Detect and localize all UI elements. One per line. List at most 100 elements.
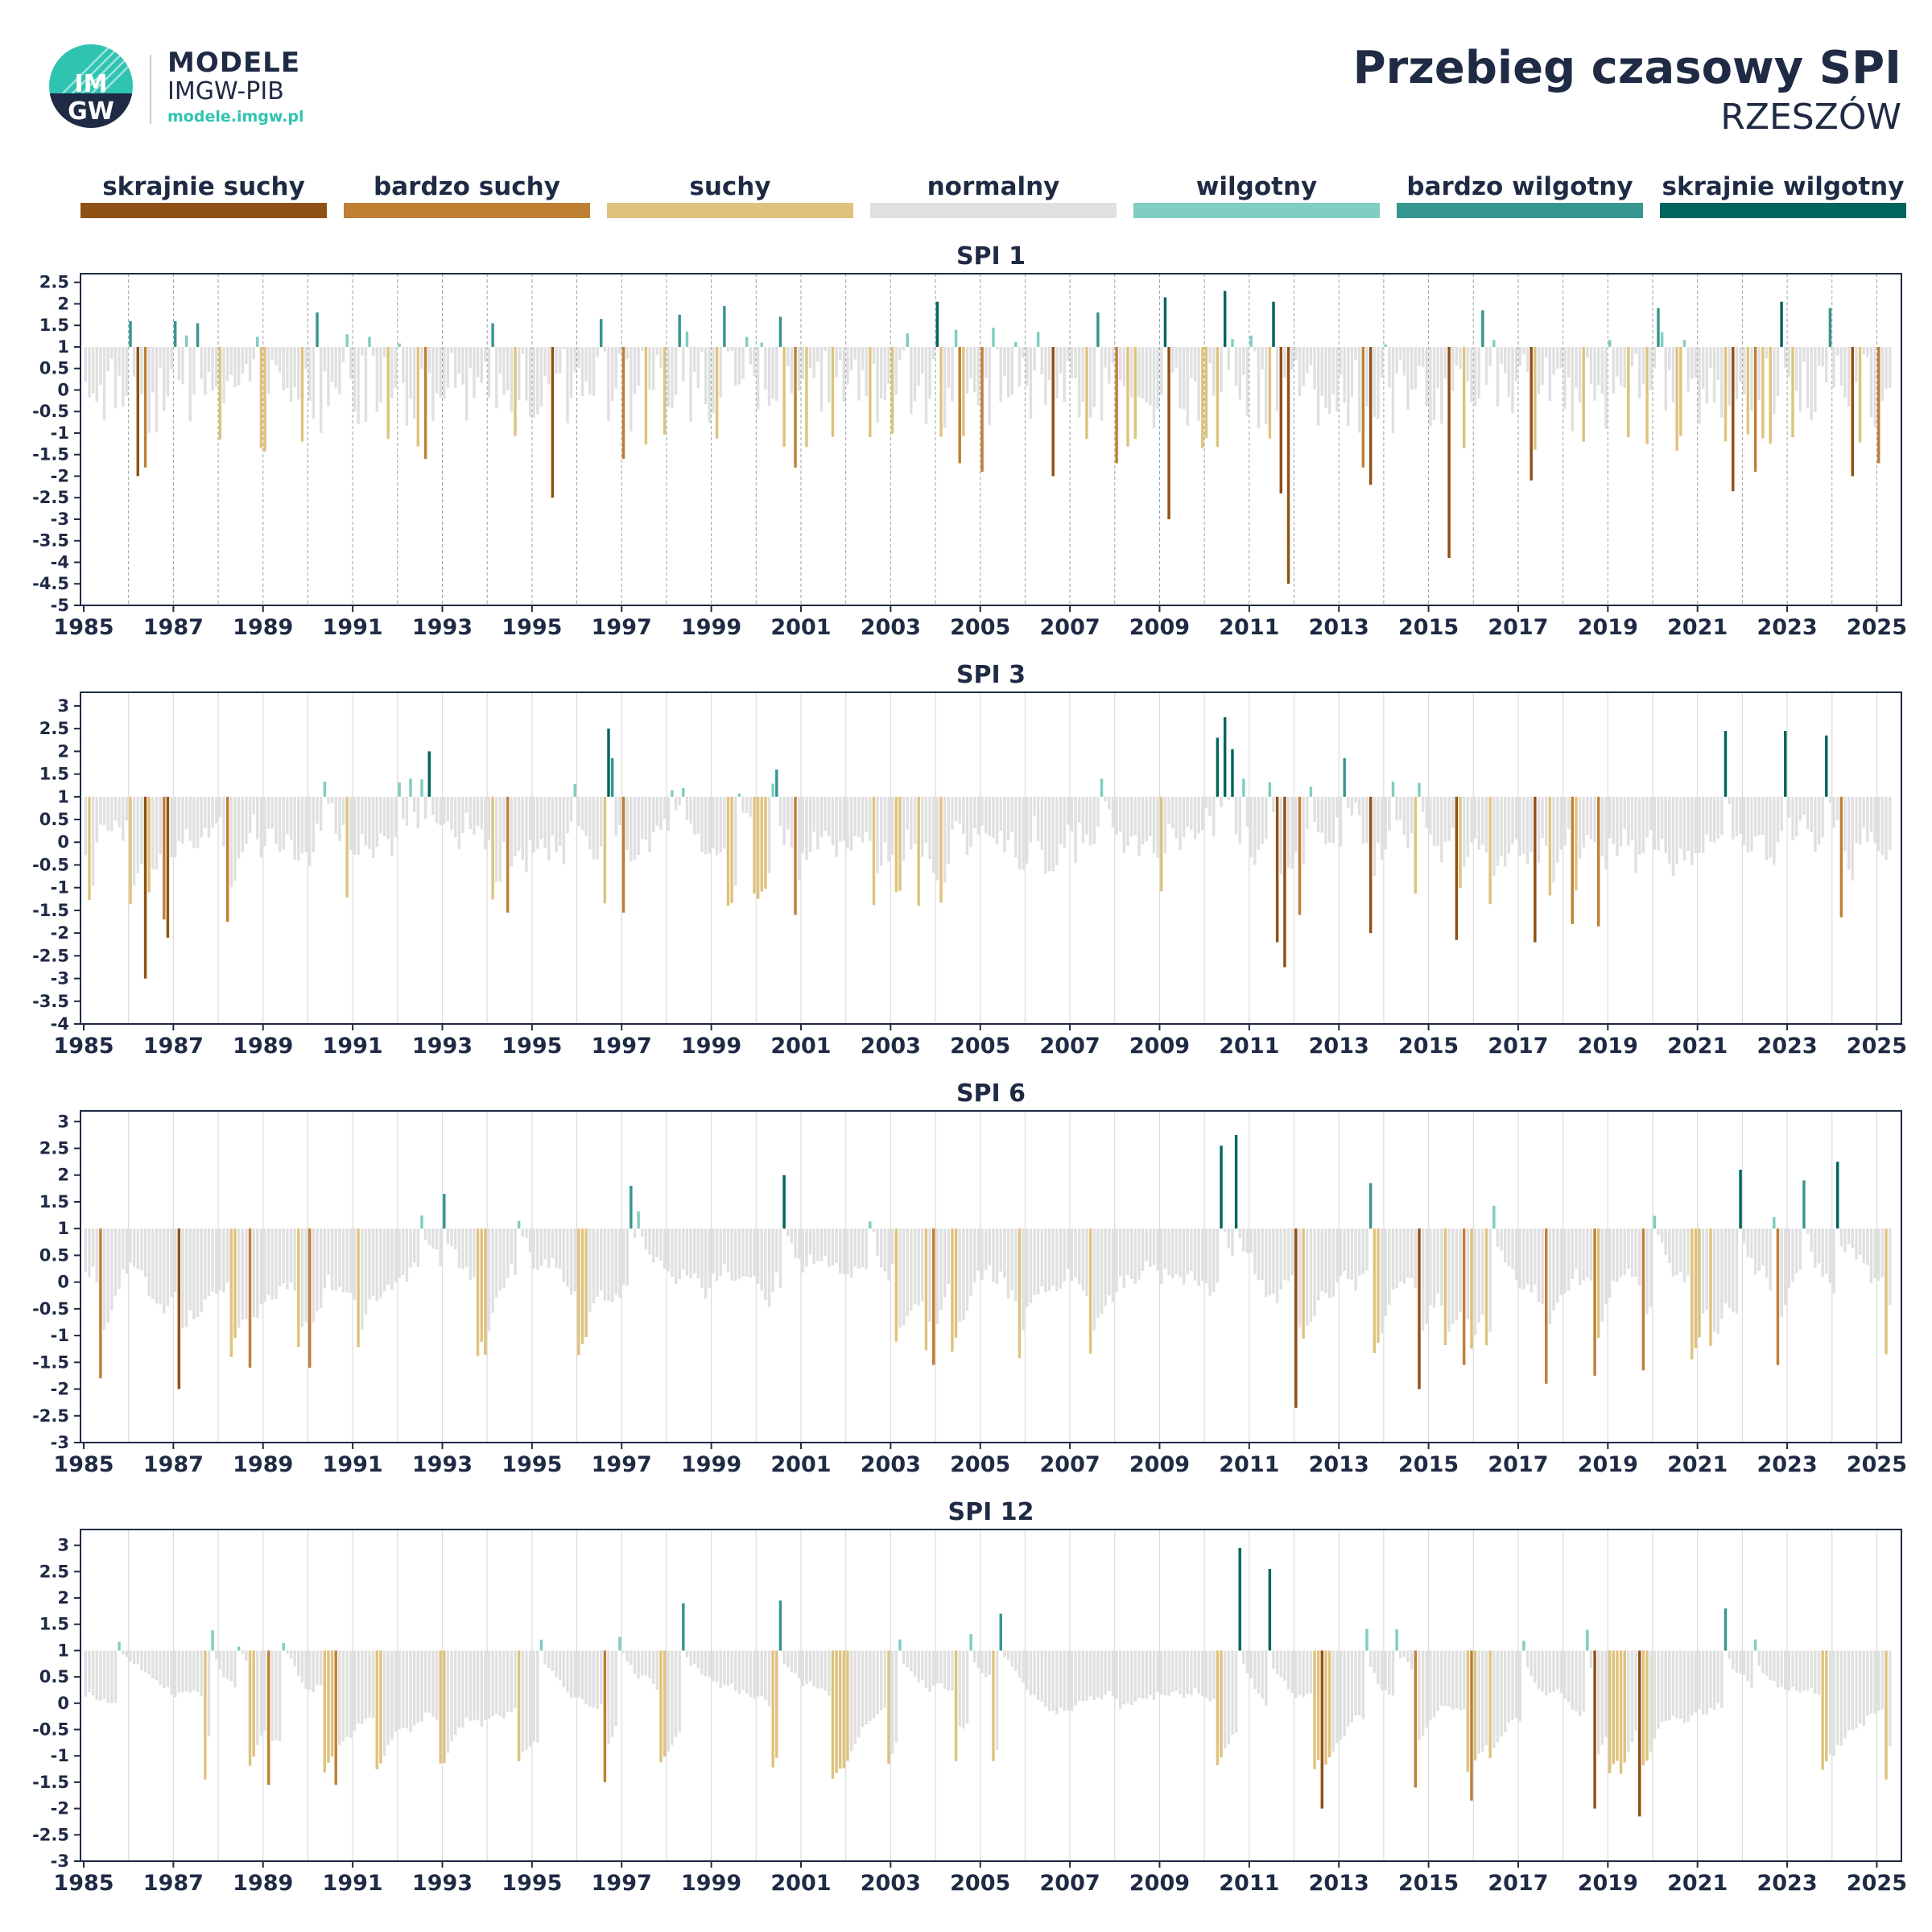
spi-bar bbox=[1320, 346, 1324, 396]
spi-bar bbox=[1059, 1650, 1063, 1708]
spi-bar bbox=[995, 1228, 999, 1285]
spi-bar bbox=[562, 1650, 566, 1687]
spi-bar bbox=[1593, 346, 1596, 401]
spi-bar bbox=[890, 796, 894, 856]
spi-bar bbox=[1160, 796, 1163, 892]
spi-bar bbox=[1186, 796, 1189, 828]
spi-bar bbox=[1223, 291, 1227, 347]
spi-bar bbox=[1522, 346, 1525, 355]
spi-bar bbox=[999, 1613, 1002, 1651]
spi-bar bbox=[1582, 346, 1585, 442]
spi-bar bbox=[1264, 1650, 1268, 1706]
spi-bar bbox=[454, 346, 457, 388]
spi-bar bbox=[266, 796, 270, 829]
spi-bar bbox=[312, 1228, 316, 1323]
spi-bar bbox=[1212, 346, 1216, 396]
spi-bar bbox=[457, 1228, 461, 1268]
spi-bar bbox=[939, 346, 943, 437]
spi-bar bbox=[1163, 297, 1167, 347]
spi-bar bbox=[782, 1174, 786, 1229]
spi-bar bbox=[1732, 1228, 1735, 1312]
legend-swatch bbox=[80, 203, 327, 218]
spi-bar bbox=[1436, 796, 1439, 847]
spi-bar bbox=[1750, 1650, 1753, 1688]
spi-bar bbox=[464, 1650, 469, 1718]
spi-bar bbox=[648, 1650, 651, 1678]
spi-bar bbox=[1006, 1228, 1010, 1299]
y-tick-label: -2 bbox=[51, 923, 69, 943]
spi-bar bbox=[973, 1228, 976, 1283]
spi-bar bbox=[341, 796, 345, 825]
spi-bar bbox=[1410, 1228, 1414, 1278]
spi-bar bbox=[289, 796, 293, 840]
spi-bar bbox=[1862, 1650, 1865, 1727]
spi-bar bbox=[1137, 796, 1141, 857]
spi-bar bbox=[1309, 1650, 1313, 1694]
spi-bar bbox=[218, 346, 222, 440]
y-tick-label: -2.5 bbox=[32, 1406, 69, 1426]
spi-bar bbox=[906, 1650, 909, 1668]
spi-bar bbox=[1170, 1650, 1174, 1693]
spi-bar bbox=[1660, 1650, 1664, 1723]
spi-bar bbox=[237, 346, 241, 386]
spi-bar bbox=[1100, 346, 1104, 421]
spi-bar bbox=[521, 1228, 524, 1237]
spi-bar bbox=[689, 1650, 692, 1666]
spi-bar bbox=[312, 1650, 316, 1693]
spi-bar bbox=[1668, 1650, 1671, 1721]
spi-bar bbox=[1347, 1228, 1350, 1279]
spi-bar bbox=[1018, 796, 1022, 870]
spi-bar bbox=[1679, 1650, 1682, 1719]
spi-bar bbox=[801, 1650, 805, 1687]
spi-bar bbox=[1033, 796, 1036, 816]
spi-bar bbox=[1634, 346, 1637, 354]
spi-bar bbox=[316, 312, 319, 347]
spi-bar bbox=[1335, 346, 1339, 412]
spi-bar bbox=[1108, 1650, 1111, 1692]
spi-bar bbox=[1668, 1228, 1671, 1263]
spi-bar bbox=[1806, 796, 1810, 830]
spi-bar bbox=[577, 1650, 580, 1698]
spi-bar bbox=[349, 1228, 353, 1294]
x-tick-label: 2025 bbox=[1847, 1452, 1907, 1477]
spi-bar bbox=[357, 796, 360, 855]
spi-bar bbox=[204, 796, 207, 828]
spi-bar bbox=[1047, 1228, 1051, 1291]
spi-bar bbox=[1253, 346, 1257, 352]
logo-url[interactable]: modele.imgw.pl bbox=[167, 108, 304, 126]
spi-bar bbox=[1425, 346, 1428, 407]
spi-bar bbox=[1242, 346, 1245, 375]
spi-bar bbox=[1761, 1228, 1765, 1265]
spi-bar bbox=[1814, 1650, 1817, 1695]
spi-bar bbox=[443, 346, 446, 399]
spi-bar bbox=[580, 796, 584, 830]
spi-bar bbox=[1742, 346, 1746, 394]
spi-bar bbox=[1638, 346, 1641, 398]
spi-bar bbox=[1402, 1650, 1406, 1657]
x-tick-label: 2015 bbox=[1398, 1452, 1459, 1477]
spi-bar bbox=[1593, 1650, 1596, 1809]
spi-bar bbox=[132, 1650, 136, 1665]
spi-bar bbox=[1720, 796, 1724, 836]
spi-bar bbox=[924, 1650, 928, 1688]
spi-bar bbox=[1081, 1650, 1085, 1702]
panel-title: SPI 1 bbox=[956, 242, 1026, 270]
spi-bar bbox=[1832, 1650, 1835, 1757]
spi-bar bbox=[1365, 1629, 1368, 1651]
spi-bar bbox=[1794, 346, 1798, 391]
spi-bar bbox=[1347, 1650, 1350, 1727]
spi-bar bbox=[1839, 1650, 1843, 1746]
spi-bar bbox=[1858, 1228, 1862, 1255]
spi-bar bbox=[297, 346, 300, 400]
spi-bar bbox=[790, 1650, 794, 1673]
spi-bar bbox=[368, 1228, 371, 1300]
spi-bar bbox=[177, 1228, 181, 1389]
spi-bar bbox=[114, 1228, 118, 1296]
spi-bar bbox=[1245, 346, 1249, 416]
spi-bar bbox=[1309, 1228, 1313, 1323]
spi-bar bbox=[84, 346, 88, 382]
x-tick-label: 2001 bbox=[770, 1034, 831, 1059]
spi-bar bbox=[1014, 1228, 1018, 1302]
spi-bar bbox=[211, 1630, 214, 1651]
x-tick-label: 2019 bbox=[1578, 1034, 1638, 1059]
